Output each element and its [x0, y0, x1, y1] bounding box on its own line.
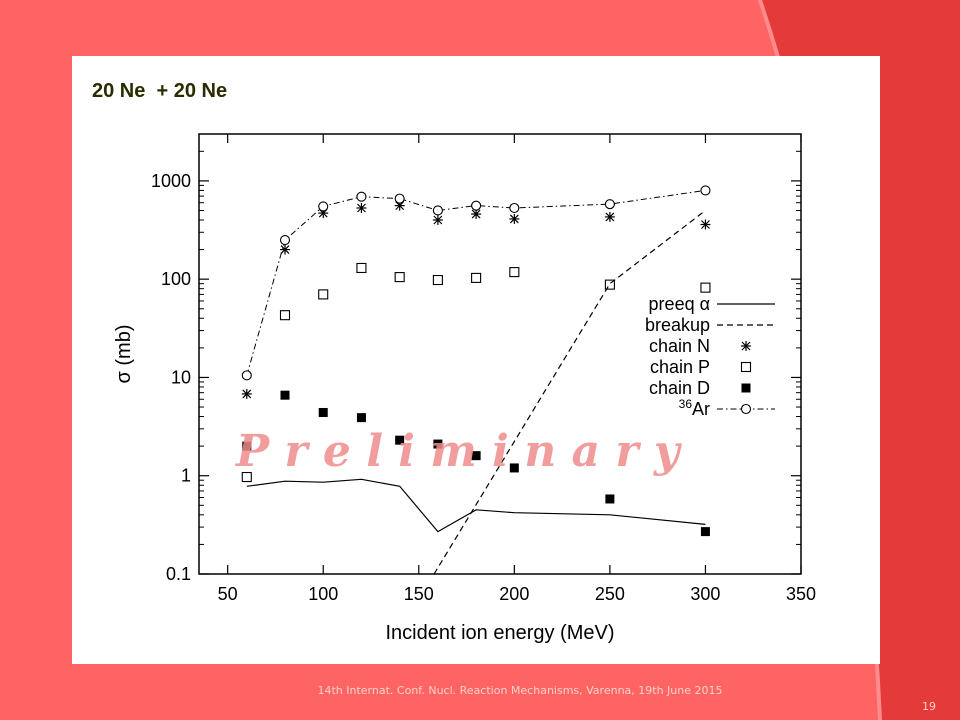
data-point-chain-n — [471, 209, 482, 220]
series-layer — [241, 185, 711, 575]
data-point-chain-d — [395, 435, 405, 445]
legend-marker-chain-p — [740, 361, 752, 373]
data-point-chain-p — [394, 272, 405, 283]
data-point-36ar — [509, 202, 520, 214]
slide-title: 20 Ne + 20 Ne — [92, 80, 228, 102]
y-tick-label: 1000 — [151, 171, 191, 191]
preliminary-watermark: P r e l i m i n a r y — [234, 426, 683, 477]
legend-label-chain-d: chain D — [649, 378, 710, 398]
star-stroke — [395, 201, 405, 211]
data-point-chain-n — [509, 213, 520, 224]
plot-frame — [198, 133, 802, 575]
data-point-chain-d — [356, 413, 366, 423]
data-point-chain-p — [318, 289, 329, 300]
data-point-36ar — [241, 370, 252, 381]
data-point-chain-d — [433, 439, 443, 449]
star-stroke — [433, 215, 443, 225]
data-point-36ar — [604, 199, 615, 210]
data-point-chain-d — [318, 407, 328, 417]
legend-label-chain-n: chain N — [649, 336, 710, 356]
star-stroke — [471, 209, 481, 219]
x-tick-label: 150 — [404, 584, 434, 604]
data-point-chain-p — [700, 282, 711, 293]
data-point-chain-n — [432, 214, 443, 225]
series-line-breakup — [433, 210, 706, 575]
legend-label-chain-p: chain P — [650, 357, 710, 377]
data-point-chain-n — [280, 244, 290, 255]
y-tick-label: 100 — [161, 269, 191, 289]
data-point-36ar — [279, 235, 291, 246]
star-stroke — [242, 389, 252, 399]
data-point-chain-p — [241, 471, 252, 483]
series-line-preeq- — [246, 478, 706, 533]
data-point-chain-p — [604, 279, 615, 290]
data-point-36ar — [471, 200, 482, 211]
data-point-chain-p — [279, 310, 291, 321]
page-number: 19 — [922, 700, 936, 713]
star-stroke — [605, 212, 615, 222]
legend-label-preeq-: preeq α — [649, 294, 710, 314]
star-stroke — [701, 220, 710, 229]
star-stroke — [280, 245, 290, 255]
x-axis-label: Incident ion energy (MeV) — [385, 622, 614, 644]
y-tick-label: 0.1 — [166, 564, 191, 584]
y-axis-label: σ (mb) — [113, 324, 135, 383]
x-tick-label: 100 — [308, 584, 338, 604]
y-tick-label: 10 — [171, 367, 191, 387]
data-point-chain-p — [356, 262, 367, 274]
data-point-chain-n — [241, 388, 252, 399]
content-card — [72, 56, 880, 664]
data-point-chain-p — [471, 272, 482, 283]
legend-marker-chain-n — [741, 341, 751, 351]
legend-marker-36ar — [740, 403, 752, 415]
data-point-36ar — [356, 191, 367, 202]
data-point-chain-d — [242, 441, 252, 451]
data-point-chain-d — [280, 390, 290, 400]
data-point-36ar — [700, 185, 711, 196]
data-point-chain-p — [509, 267, 520, 278]
data-point-chain-d — [509, 463, 519, 473]
legend-label-36ar: 36Ar — [679, 397, 710, 419]
series-line-36ar — [246, 189, 706, 376]
x-tick-label: 350 — [786, 584, 816, 604]
x-tick-label: 300 — [690, 584, 720, 604]
x-tick-label: 250 — [595, 584, 625, 604]
data-point-36ar — [318, 201, 329, 212]
data-point-chain-p — [432, 274, 443, 286]
footer-text: 14th Internat. Conf. Nucl. Reaction Mech… — [317, 684, 723, 697]
data-point-chain-d — [605, 494, 615, 504]
data-point-chain-d — [700, 527, 710, 537]
cross-section-chart: 50 100 150 200 250 300 350 0.1 1 10 100 1000 preeq … — [113, 133, 816, 644]
data-point-36ar — [394, 193, 405, 204]
star-stroke — [741, 341, 751, 351]
data-point-chain-n — [604, 211, 615, 222]
data-point-chain-n — [356, 202, 367, 213]
x-tick-label: 200 — [499, 584, 529, 604]
data-point-chain-n — [700, 219, 711, 230]
legend-marker-chain-d — [741, 383, 751, 393]
legend-label-breakup: breakup — [645, 315, 710, 335]
star-stroke — [509, 214, 519, 224]
data-point-36ar — [432, 205, 443, 216]
axes: 50 100 150 200 250 300 350 0.1 1 10 100 1000 — [151, 133, 816, 604]
x-tick-label: 50 — [218, 584, 238, 604]
y-tick-label: 1 — [181, 466, 191, 486]
star-stroke — [357, 203, 366, 213]
data-point-chain-d — [471, 451, 481, 461]
